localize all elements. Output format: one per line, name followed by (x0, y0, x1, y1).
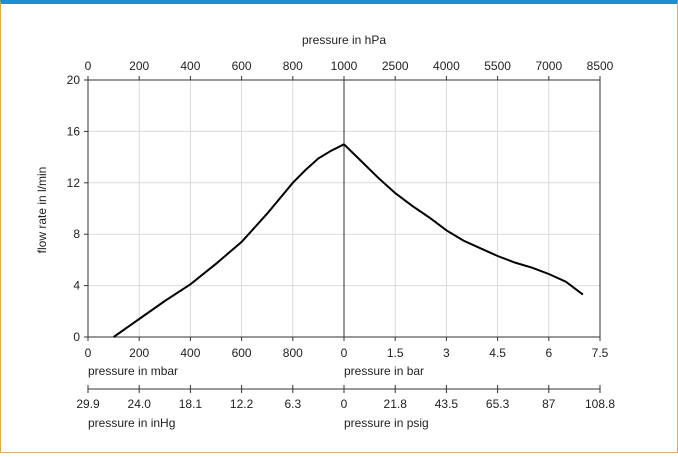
y-tick-label: 12 (67, 176, 81, 190)
series (113, 143, 584, 338)
top-tick-label: 800 (283, 59, 303, 73)
y-tick-label: 8 (73, 227, 80, 241)
y-tick-label: 0 (73, 330, 80, 344)
bar-tick-label: 1.5 (387, 346, 404, 360)
top-tick-label: 0 (85, 59, 92, 73)
top-tick-label: 7000 (535, 59, 562, 73)
flow-rate-chart: pressure in hPa flow rate in l/min press… (35, 33, 616, 430)
y-tick-label: 16 (67, 124, 81, 138)
y-tick-label: 20 (67, 73, 81, 87)
mbar-tick-label: 800 (283, 346, 303, 360)
psig-tick-label: 65.3 (486, 397, 510, 411)
vacuum-secondary-label: pressure in inHg (88, 416, 175, 430)
psig-tick-label: 43.5 (435, 397, 459, 411)
inhg-tick-label: 24.0 (128, 397, 152, 411)
top-tick-label: 2500 (382, 59, 409, 73)
inhg-tick-label: 18.1 (179, 397, 203, 411)
top-tick-label: 5500 (484, 59, 511, 73)
top-tick-label: 200 (129, 59, 149, 73)
top-tick-label: 1000 (331, 59, 358, 73)
mbar-tick-label: 600 (232, 346, 252, 360)
pressure-flow-curve (343, 143, 584, 296)
psig-tick-label: 0 (341, 397, 348, 411)
bar-tick-label: 3 (443, 346, 450, 360)
bar-tick-label: 6 (545, 346, 552, 360)
top-tick-label: 8500 (587, 59, 614, 73)
mbar-tick-label: 400 (180, 346, 200, 360)
top-axis-label: pressure in hPa (302, 33, 386, 47)
y-axis-label: flow rate in l/min (35, 167, 49, 254)
vacuum-x-label: pressure in mbar (88, 364, 178, 378)
bar-tick-label: 4.5 (489, 346, 506, 360)
y-tick-label: 4 (73, 279, 80, 293)
tick-labels: 0 200 400 600 800 1000 2500 4000 5500 7000 8500048… (67, 59, 616, 411)
psig-tick-label: 108.8 (585, 397, 615, 411)
psig-tick-label: 21.8 (384, 397, 408, 411)
pressure-x-label: pressure in bar (344, 364, 424, 378)
top-tick-label: 4000 (433, 59, 460, 73)
inhg-tick-label: 12.2 (230, 397, 254, 411)
axes (84, 76, 601, 393)
pressure-secondary-label: pressure in psig (344, 416, 429, 430)
inhg-tick-label: 6.3 (284, 397, 301, 411)
axis-labels: pressure in hPa flow rate in l/min press… (35, 33, 429, 430)
inhg-tick-label: 29.9 (76, 397, 100, 411)
bar-tick-label: 7.5 (592, 346, 609, 360)
psig-tick-label: 87 (542, 397, 556, 411)
top-tick-label: 400 (180, 59, 200, 73)
mbar-tick-label: 0 (85, 346, 92, 360)
vacuum-flow-curve (113, 143, 345, 338)
bar-tick-label: 0 (341, 346, 348, 360)
mbar-tick-label: 200 (129, 346, 149, 360)
top-tick-label: 600 (232, 59, 252, 73)
